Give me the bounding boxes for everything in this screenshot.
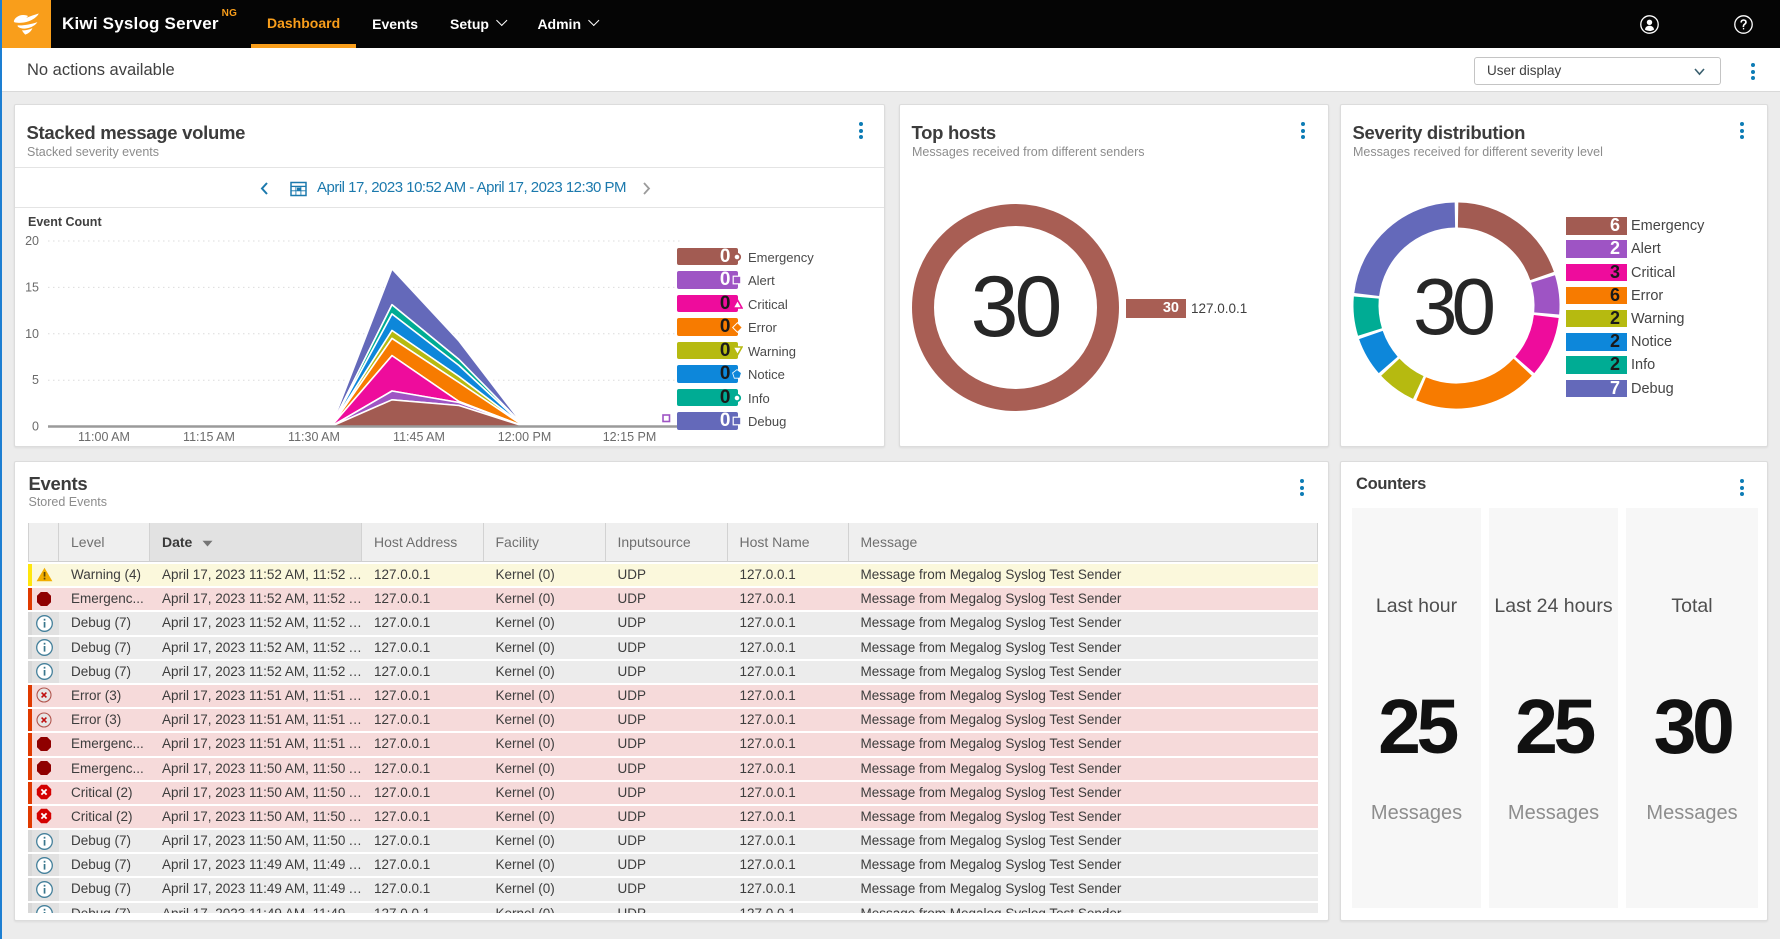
svg-text:11:45 AM: 11:45 AM	[393, 430, 445, 444]
svg-text:Event Count: Event Count	[28, 215, 102, 229]
svg-text:15: 15	[25, 280, 39, 294]
svg-text:11:30 AM: 11:30 AM	[288, 430, 340, 444]
svg-text:12:00 PM: 12:00 PM	[498, 430, 552, 444]
svg-text:0: 0	[32, 420, 39, 434]
svg-text:20: 20	[25, 234, 39, 248]
svg-text:11:00 AM: 11:00 AM	[78, 430, 130, 444]
svg-text:11:15 AM: 11:15 AM	[183, 430, 235, 444]
svg-text:12:15 PM: 12:15 PM	[603, 430, 657, 444]
svg-text:5: 5	[32, 373, 39, 387]
svg-text:10: 10	[25, 327, 39, 341]
